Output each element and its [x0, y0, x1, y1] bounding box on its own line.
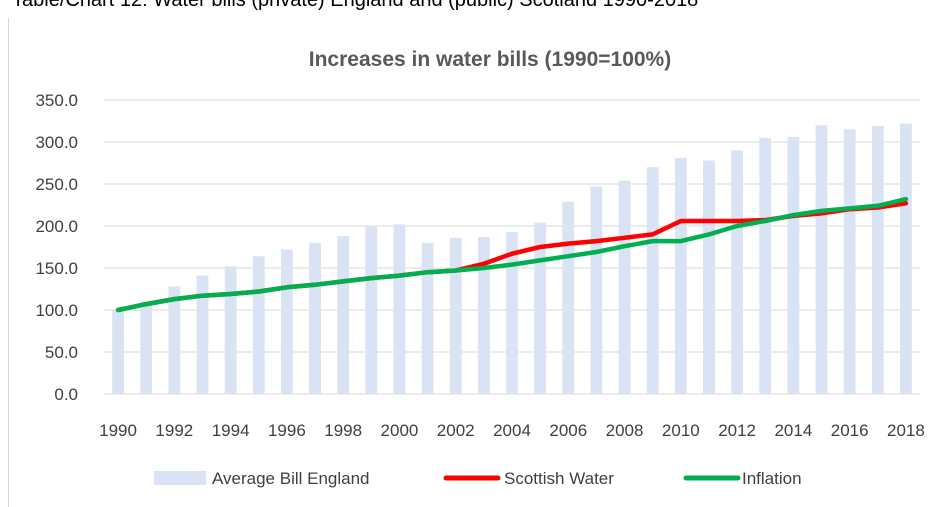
legend-item: Average Bill England [154, 469, 370, 488]
bar [477, 236, 490, 394]
y-tick-label: 50.0 [45, 343, 78, 362]
legend-label: Inflation [742, 469, 802, 488]
bar [365, 226, 378, 394]
series-line [115, 196, 909, 313]
x-tick-label: 2012 [718, 421, 756, 440]
line-series [115, 196, 909, 313]
legend: Average Bill England Scottish Water Inflat… [154, 469, 802, 488]
bar [449, 237, 462, 394]
x-tick-label: 1998 [324, 421, 362, 440]
x-tick-label: 1992 [155, 421, 193, 440]
legend-swatch [154, 471, 206, 485]
x-tick-label: 1994 [212, 421, 250, 440]
bar [562, 201, 575, 394]
y-tick-label: 250.0 [35, 175, 78, 194]
bar [900, 123, 912, 395]
chart-frame-border [8, 18, 9, 507]
bar [506, 231, 518, 394]
bar [168, 286, 181, 394]
bar [787, 136, 800, 394]
bar [843, 129, 856, 394]
bar [815, 125, 828, 394]
bar [674, 157, 687, 394]
bar [618, 180, 631, 394]
bar [393, 224, 406, 394]
bar [280, 249, 293, 394]
x-axis: 1990 1992 1994 1996 1998 2000 2002 2004 2006 2008… [99, 421, 925, 440]
chart-title: Increases in water bills (1990=100%) [309, 48, 671, 71]
x-tick-label: 2018 [887, 421, 925, 440]
legend-label: Scottish Water [504, 469, 614, 488]
bar [309, 242, 321, 394]
bar [534, 222, 547, 394]
y-tick-label: 300.0 [35, 133, 78, 152]
x-tick-label: 2004 [493, 421, 531, 440]
bar [196, 275, 209, 394]
bar [337, 236, 350, 394]
x-tick-label: 2016 [831, 421, 869, 440]
y-tick-label: 0.0 [54, 385, 78, 404]
bar [252, 256, 265, 394]
y-tick-label: 350.0 [35, 91, 78, 110]
bar [112, 310, 124, 394]
figure-caption: Table/Chart 12: Water bills (private) En… [12, 0, 699, 11]
x-tick-label: 2014 [774, 421, 812, 440]
bar [590, 186, 603, 394]
x-tick-label: 2008 [606, 421, 644, 440]
bar [731, 150, 744, 394]
legend-item: Inflation [683, 469, 802, 488]
x-tick-label: 2000 [381, 421, 419, 440]
y-tick-label: 200.0 [35, 217, 78, 236]
x-tick-label: 2002 [437, 421, 475, 440]
bar [871, 126, 884, 394]
x-tick-label: 2006 [549, 421, 587, 440]
x-tick-label: 1990 [99, 421, 137, 440]
y-tick-label: 150.0 [35, 259, 78, 278]
x-tick-label: 2010 [662, 421, 700, 440]
y-tick-label: 100.0 [35, 301, 78, 320]
legend-item: Scottish Water [443, 469, 614, 488]
bar [421, 242, 434, 394]
y-axis: 0.0 50.0 100.0 150.0 200.0 250.0 300.0 350.0 [35, 91, 78, 404]
bar [703, 160, 715, 394]
bar [224, 266, 237, 394]
x-tick-label: 1996 [268, 421, 306, 440]
bar-series [112, 123, 912, 395]
legend-label: Average Bill England [212, 469, 370, 488]
bar [646, 167, 659, 394]
bar [759, 137, 772, 395]
bar [140, 301, 153, 394]
